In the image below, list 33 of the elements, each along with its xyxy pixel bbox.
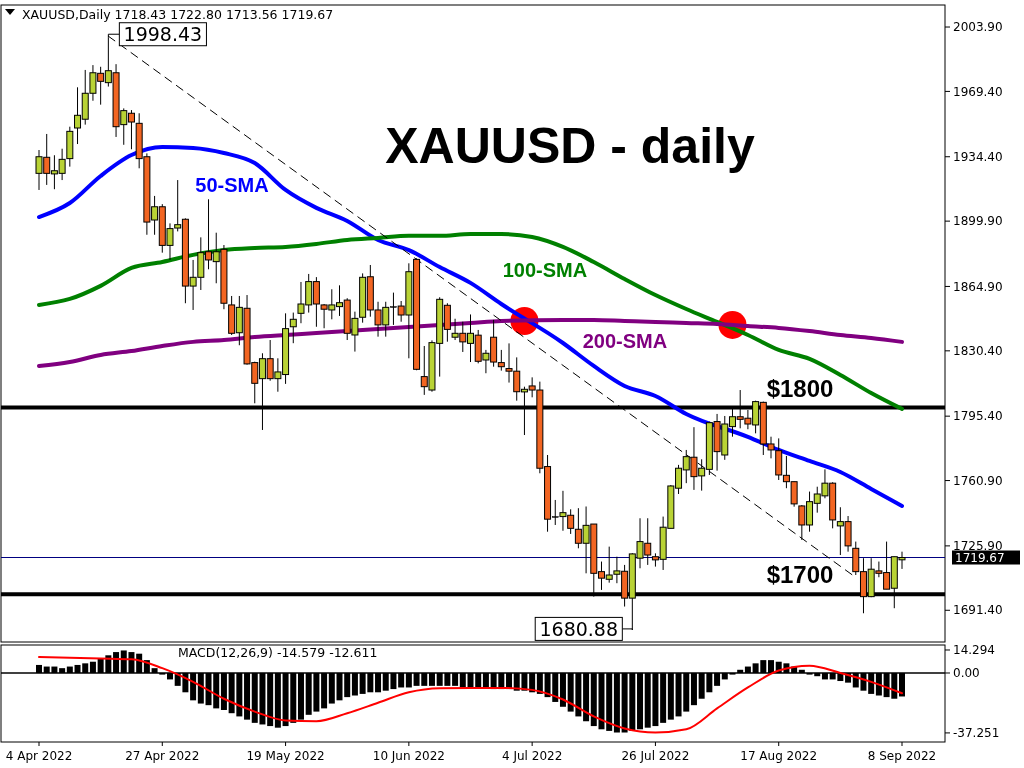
annotation: XAUUSD,Daily 1718.43 1722.80 1713.56 1719.67: [22, 7, 334, 22]
y-tick-label: 0.00: [953, 666, 980, 681]
series-label: 100-SMA: [502, 259, 588, 281]
x-tick-label: 10 Jun 2022: [372, 749, 445, 763]
line-series: [37, 318, 904, 368]
x-tick-label: 4 Jul 2022: [502, 749, 563, 763]
y-tick-label: 1691.40: [953, 603, 1003, 618]
y-tick-label: 1969.40: [953, 84, 1003, 99]
y-tick-label: 1899.90: [953, 214, 1003, 229]
text: XAUUSD - daily: [385, 118, 755, 174]
series-label: 50-SMA: [195, 174, 269, 196]
x-tick-label: 8 Sep 2022: [867, 749, 937, 763]
y-tick-label: 14.294: [953, 643, 995, 658]
line-series: [37, 232, 904, 411]
series-label: 200-SMA: [582, 330, 668, 352]
x-tick-label: 26 Jul 2022: [621, 749, 690, 763]
annotation: 1998.43: [123, 23, 203, 46]
annotation: 1680.88: [539, 617, 619, 640]
y-tick-label: 1830.40: [953, 344, 1003, 359]
y-tick-label: 1795.40: [953, 409, 1003, 424]
ref-line-label: $1700: [766, 561, 834, 589]
y-tick-label: 1864.90: [953, 279, 1003, 294]
y-tick-label: 2003.90: [953, 20, 1003, 35]
y-tick-label: 1934.40: [953, 149, 1003, 164]
x-tick-label: 27 Apr 2022: [125, 749, 200, 763]
annotation: MACD(12,26,9) -14.579 -12.611: [178, 645, 378, 660]
y-tick-label: -37.251: [953, 726, 1000, 741]
x-tick-label: 19 May 2022: [246, 749, 325, 763]
y-tick-label: 1760.90: [953, 473, 1003, 488]
candlestick: [289, 312, 297, 344]
x-tick-label: 17 Aug 2022: [740, 749, 818, 763]
ref-line-label: $1800: [766, 374, 834, 402]
x-tick-label: 4 Apr 2022: [5, 749, 73, 763]
